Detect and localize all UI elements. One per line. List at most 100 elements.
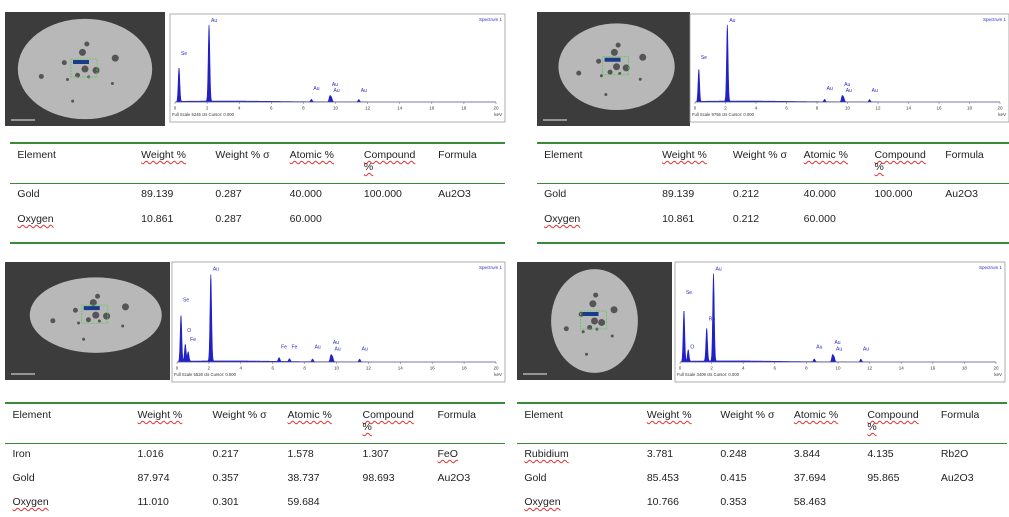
table-cell: 85.453 <box>647 472 679 484</box>
column-header: Atomic % <box>288 409 358 421</box>
x-tick-label: 20 <box>493 366 499 371</box>
pore <box>589 300 596 307</box>
table-cell: 4.135 <box>867 448 893 460</box>
x-unit: keV <box>998 112 1006 117</box>
table-cell: 10.861 <box>141 213 173 225</box>
table-cell: 0.287 <box>215 213 241 225</box>
table-cell: Au2O3 <box>941 472 974 484</box>
figures: Spectrum 102468101214161820keVFull Scale… <box>0 0 1009 517</box>
column-header: Weight % σ <box>213 409 283 421</box>
x-tick-label: 14 <box>906 106 912 111</box>
peak-label: Au <box>846 88 852 94</box>
table-rule <box>537 142 1009 144</box>
table-cell: Gold <box>17 188 39 200</box>
column-header: Element <box>13 409 83 421</box>
x-tick-label: 10 <box>333 106 339 111</box>
pore <box>111 82 114 85</box>
x-tick-label: 18 <box>462 366 468 371</box>
table-cell: 3.781 <box>647 448 673 460</box>
x-tick-label: 18 <box>461 106 467 111</box>
peak-label: Se <box>181 51 187 57</box>
table-cell: Oxygen <box>544 213 580 225</box>
table-cell: 3.844 <box>794 448 820 460</box>
pore <box>596 59 601 64</box>
x-tick-label: 10 <box>845 106 851 111</box>
table-cell: 89.139 <box>662 188 694 200</box>
column-header: Formula <box>945 149 1009 161</box>
pore <box>84 41 89 46</box>
x-tick-label: 14 <box>397 106 403 111</box>
table-cell: Au2O3 <box>438 188 471 200</box>
table-cell: FeO <box>438 448 458 460</box>
table-cell: 58.463 <box>794 496 826 508</box>
pore <box>604 93 607 96</box>
table-cell: 100.000 <box>874 188 912 200</box>
column-header: Atomic % <box>290 149 360 161</box>
pore <box>585 353 588 356</box>
pore <box>98 320 101 323</box>
peak-label: Au <box>362 347 368 353</box>
table-rule <box>517 443 1007 444</box>
table-cell: 59.684 <box>288 496 320 508</box>
pore <box>592 319 597 324</box>
x-tick-label: 14 <box>899 366 905 371</box>
column-header: Weight % σ <box>215 149 285 161</box>
table-cell: 95.865 <box>867 472 899 484</box>
table-cell: 38.737 <box>288 472 320 484</box>
table-rule <box>517 402 1007 404</box>
x-tick-label: 20 <box>493 106 499 111</box>
pore <box>71 100 74 103</box>
table-cell: 0.415 <box>720 472 746 484</box>
spectrum-frame <box>675 262 1005 382</box>
table-cell: Rb2O <box>941 448 968 460</box>
column-header: Compound % <box>363 409 407 433</box>
spectrum-title: Spectrum 1 <box>479 17 503 22</box>
table-cell: 0.357 <box>213 472 239 484</box>
column-header: Formula <box>438 149 508 161</box>
spectrum-title: Spectrum 1 <box>979 265 1003 270</box>
peak-label: Au <box>313 86 319 92</box>
pore <box>66 78 69 81</box>
table-rule <box>5 402 505 404</box>
pore <box>79 49 86 56</box>
x-tick-label: 20 <box>993 366 999 371</box>
pore <box>611 49 618 56</box>
peak-label: Au <box>213 267 219 273</box>
table-cell: 0.248 <box>720 448 746 460</box>
pore <box>611 335 614 338</box>
table-cell: Iron <box>13 448 31 460</box>
pore <box>614 64 619 69</box>
column-header: Element <box>17 149 87 161</box>
peak-label: Au <box>361 88 367 94</box>
pore <box>83 67 88 72</box>
column-header: Weight % <box>662 149 732 161</box>
pore <box>121 325 124 328</box>
table-cell: 100.000 <box>364 188 402 200</box>
pore <box>639 78 642 81</box>
x-tick-label: 16 <box>930 366 936 371</box>
spectrum-title: Spectrum 1 <box>479 265 503 270</box>
table-cell: Gold <box>524 472 546 484</box>
peak-label: Au <box>863 347 869 353</box>
peak-label: Se <box>686 290 692 296</box>
x-tick-label: 12 <box>366 366 372 371</box>
table-cell: 10.766 <box>647 496 679 508</box>
table-rule <box>5 443 505 444</box>
x-tick-label: 18 <box>967 106 973 111</box>
column-header: Atomic % <box>794 409 864 421</box>
column-header: Weight % σ <box>733 149 803 161</box>
peak-label: Au <box>729 18 735 24</box>
table-cell: 40.000 <box>290 188 322 200</box>
pore <box>39 74 44 79</box>
table-cell: 0.301 <box>213 496 239 508</box>
x-tick-label: 10 <box>334 366 340 371</box>
table-cell: 0.212 <box>733 188 759 200</box>
x-tick-label: 16 <box>936 106 942 111</box>
pore <box>576 71 581 76</box>
x-tick-label: 12 <box>875 106 881 111</box>
x-tick-label: 12 <box>867 366 873 371</box>
table-cell: 0.212 <box>733 213 759 225</box>
pore <box>62 60 67 65</box>
pore <box>611 306 618 313</box>
pore <box>50 318 55 323</box>
